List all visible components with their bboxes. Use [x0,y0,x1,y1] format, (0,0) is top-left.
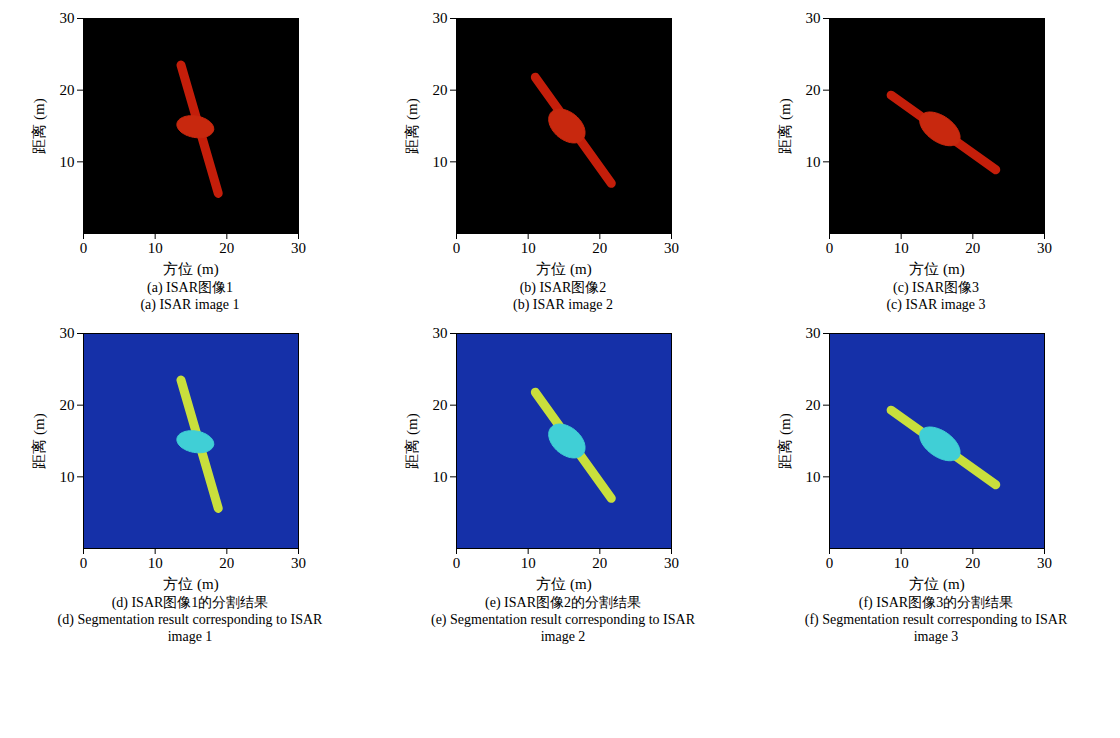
svg-text:20: 20 [433,82,448,98]
svg-text:30: 30 [806,325,821,341]
svg-text:距离 (m): 距离 (m) [777,413,794,468]
svg-text:方位 (m): 方位 (m) [163,261,218,278]
svg-text:30: 30 [1037,555,1052,571]
svg-text:20: 20 [219,240,234,256]
svg-text:方位 (m): 方位 (m) [163,576,218,593]
svg-text:20: 20 [60,82,75,98]
svg-text:20: 20 [806,397,821,413]
svg-text:10: 10 [806,469,821,485]
svg-text:20: 20 [965,240,980,256]
svg-text:30: 30 [1037,240,1052,256]
svg-text:10: 10 [894,240,909,256]
svg-text:0: 0 [453,555,461,571]
html-text:(c) ISAR image 3: (c) ISAR image 3 [886,297,986,312]
svg-text:10: 10 [521,555,536,571]
svg-text:30: 30 [60,325,75,341]
svg-text:30: 30 [664,555,679,571]
html-text:(c) ISAR图像3: (c) ISAR图像3 [893,280,979,295]
svg-text:0: 0 [80,240,88,256]
html-text:(b) ISAR image 2: (b) ISAR image 2 [513,297,613,312]
svg-text:10: 10 [521,240,536,256]
html-text:(d) ISAR图像1的分割结果: (d) ISAR图像1的分割结果 [111,595,269,610]
svg-text:30: 30 [291,555,306,571]
svg-text:距离 (m): 距离 (m) [31,413,48,468]
svg-text:20: 20 [592,240,607,256]
svg-text:方位 (m): 方位 (m) [909,261,964,278]
svg-text:10: 10 [148,555,163,571]
svg-text:30: 30 [664,240,679,256]
svg-text:30: 30 [291,240,306,256]
html-text:(f) Segmentation result corres: (f) Segmentation result corresponding to… [804,612,1068,644]
svg-text:10: 10 [433,469,448,485]
svg-text:方位 (m): 方位 (m) [536,261,591,278]
html-text:(d) Segmentation result corres: (d) Segmentation result corresponding to… [57,612,323,644]
svg-text:10: 10 [433,154,448,170]
svg-text:30: 30 [60,10,75,26]
svg-text:10: 10 [806,154,821,170]
html-text:(a) ISAR图像1: (a) ISAR图像1 [147,280,233,295]
svg-text:方位 (m): 方位 (m) [536,576,591,593]
svg-text:20: 20 [806,82,821,98]
svg-text:20: 20 [60,397,75,413]
svg-text:20: 20 [965,555,980,571]
svg-text:10: 10 [60,154,75,170]
svg-text:0: 0 [826,240,834,256]
svg-text:20: 20 [219,555,234,571]
svg-text:20: 20 [592,555,607,571]
svg-text:距离 (m): 距离 (m) [777,98,794,153]
svg-text:方位 (m): 方位 (m) [909,576,964,593]
svg-text:距离 (m): 距离 (m) [404,98,421,153]
svg-text:30: 30 [806,10,821,26]
svg-text:30: 30 [433,325,448,341]
svg-text:0: 0 [453,240,461,256]
svg-text:10: 10 [894,555,909,571]
svg-text:距离 (m): 距离 (m) [31,98,48,153]
html-text:(e) Segmentation result corres: (e) Segmentation result corresponding to… [431,612,695,644]
svg-text:0: 0 [826,555,834,571]
html-text:(b) ISAR图像2: (b) ISAR图像2 [519,280,607,295]
html-text:(a) ISAR image 1: (a) ISAR image 1 [140,297,240,312]
svg-text:0: 0 [80,555,88,571]
svg-text:20: 20 [433,397,448,413]
svg-text:10: 10 [60,469,75,485]
html-text:(f) ISAR图像3的分割结果: (f) ISAR图像3的分割结果 [858,595,1014,610]
svg-text:距离 (m): 距离 (m) [404,413,421,468]
svg-text:10: 10 [148,240,163,256]
html-text:(e) ISAR图像2的分割结果: (e) ISAR图像2的分割结果 [485,595,641,610]
svg-text:30: 30 [433,10,448,26]
